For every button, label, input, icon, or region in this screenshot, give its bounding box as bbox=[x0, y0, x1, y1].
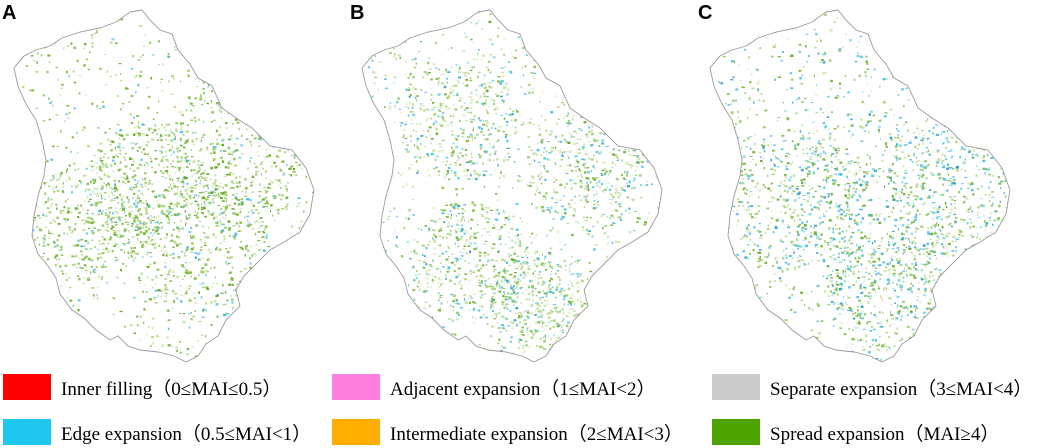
panel-label-a: A bbox=[2, 2, 17, 24]
legend-item-intermediate-expansion: Intermediate expansion（2≤MAI<3） bbox=[332, 419, 683, 445]
region-boundary bbox=[709, 9, 1011, 363]
map-panel-c: C bbox=[696, 0, 1044, 372]
legend-item-edge-expansion: Edge expansion（0.5≤MAI<1） bbox=[3, 419, 311, 445]
expansion-map-a bbox=[13, 9, 315, 363]
legend-item-inner-filling: Inner filling（0≤MAI≤0.5） bbox=[3, 374, 281, 400]
legend-label-inner-filling: Inner filling（0≤MAI≤0.5） bbox=[61, 378, 282, 400]
legend-label-spread-expansion: Spread expansion（MAI≥4） bbox=[770, 423, 1000, 445]
legend-label-adjacent-expansion: Adjacent expansion（1≤MAI<2） bbox=[390, 378, 656, 400]
region-boundary bbox=[361, 9, 663, 363]
legend-item-adjacent-expansion: Adjacent expansion（1≤MAI<2） bbox=[332, 374, 655, 400]
map-panel-b: B bbox=[348, 0, 696, 372]
legend-swatch-separate-expansion bbox=[712, 374, 760, 400]
legend-item-spread-expansion: Spread expansion（MAI≥4） bbox=[712, 419, 999, 445]
legend-swatch-intermediate-expansion bbox=[332, 419, 380, 445]
panel-label-c: C bbox=[698, 2, 713, 24]
expansion-map-c bbox=[709, 9, 1011, 363]
panel-label-b: B bbox=[350, 2, 365, 24]
expansion-map-b bbox=[361, 9, 663, 363]
map-panel-a: A bbox=[0, 0, 348, 372]
legend-swatch-spread-expansion bbox=[712, 419, 760, 445]
expansion-patches bbox=[710, 10, 1010, 362]
legend-swatch-edge-expansion bbox=[3, 419, 51, 445]
expansion-patches bbox=[362, 10, 662, 362]
legend-label-intermediate-expansion: Intermediate expansion（2≤MAI<3） bbox=[390, 423, 683, 445]
legend-label-edge-expansion: Edge expansion（0.5≤MAI<1） bbox=[61, 423, 312, 445]
region-boundary bbox=[13, 9, 315, 363]
legend-item-separate-expansion: Separate expansion（3≤MAI<4） bbox=[712, 374, 1032, 400]
legend-label-separate-expansion: Separate expansion（3≤MAI<4） bbox=[770, 378, 1033, 400]
expansion-patches bbox=[14, 10, 314, 362]
legend-swatch-adjacent-expansion bbox=[332, 374, 380, 400]
legend-swatch-inner-filling bbox=[3, 374, 51, 400]
